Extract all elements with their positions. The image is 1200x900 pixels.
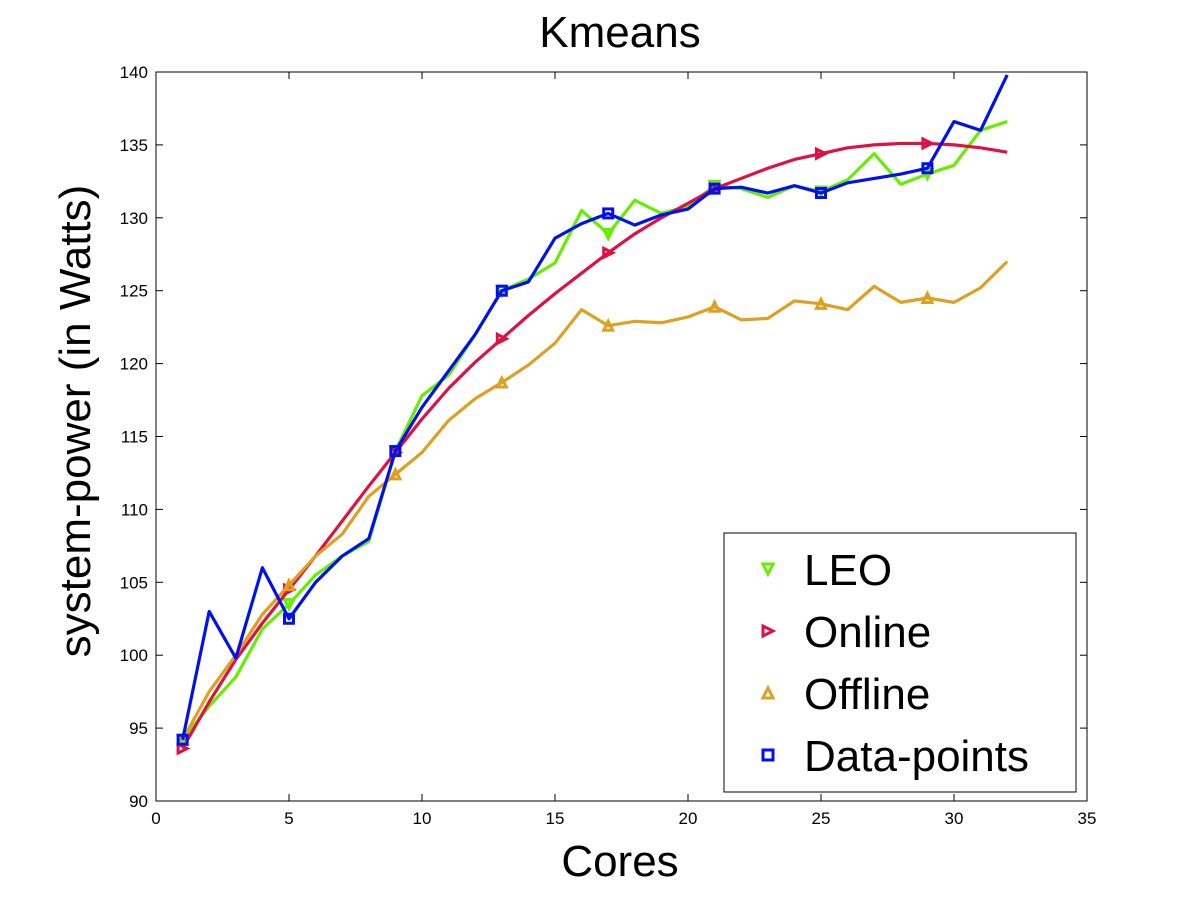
data-point-marker bbox=[495, 331, 510, 346]
y-tick-label: 105 bbox=[120, 573, 148, 592]
data-point-marker bbox=[707, 298, 722, 313]
x-tick-label: 20 bbox=[679, 809, 698, 828]
y-axis-label: system-power (in Watts) bbox=[51, 185, 100, 658]
data-point-marker bbox=[921, 136, 936, 151]
y-tick-label: 110 bbox=[121, 500, 148, 519]
data-point-marker bbox=[601, 227, 616, 242]
legend-label: Online bbox=[804, 608, 931, 657]
x-tick-label: 10 bbox=[413, 809, 432, 828]
legend-item: Offline bbox=[760, 670, 930, 719]
data-point-marker bbox=[920, 290, 935, 304]
data-point-marker bbox=[708, 182, 721, 195]
legend-item: LEO bbox=[760, 546, 892, 595]
data-point-marker bbox=[389, 445, 402, 458]
y-tick-label: 140 bbox=[120, 63, 148, 82]
series-line bbox=[181, 74, 1009, 741]
series-data-points bbox=[176, 74, 1009, 746]
y-tick-label: 125 bbox=[120, 282, 148, 301]
data-point-marker bbox=[282, 577, 296, 592]
legend-label: Offline bbox=[804, 670, 930, 719]
data-point-marker bbox=[815, 187, 827, 200]
data-point-marker bbox=[283, 612, 295, 625]
y-tick-label: 95 bbox=[129, 719, 148, 738]
data-point-marker bbox=[388, 466, 403, 481]
data-point-marker bbox=[176, 741, 191, 756]
x-tick-label: 0 bbox=[151, 809, 160, 828]
legend-label: LEO bbox=[804, 546, 892, 595]
x-tick-label: 15 bbox=[546, 809, 565, 828]
legend-box bbox=[723, 532, 1077, 793]
data-point-marker bbox=[602, 207, 615, 220]
data-point-marker bbox=[921, 162, 934, 175]
axes: 0 5 10 15 20 25 30 35 90 95 100 105 110 115 120 125 130 1… bbox=[120, 63, 1097, 828]
y-tick-label: 90 bbox=[129, 792, 148, 811]
data-point-marker bbox=[761, 623, 777, 639]
data-point-marker bbox=[176, 733, 189, 746]
legend-item: Data-points bbox=[761, 732, 1029, 781]
series-line bbox=[181, 141, 1008, 750]
data-point-marker bbox=[601, 317, 616, 332]
x-tick-label: 35 bbox=[1078, 809, 1097, 828]
series-line bbox=[181, 260, 1009, 741]
data-point-marker bbox=[495, 284, 508, 297]
x-tick-label: 30 bbox=[945, 809, 964, 828]
x-axis-label: Cores bbox=[561, 837, 678, 886]
y-tick-label: 120 bbox=[120, 355, 148, 374]
x-tick-label: 25 bbox=[812, 809, 831, 828]
legend-label: Data-points bbox=[804, 732, 1029, 781]
data-point-marker bbox=[760, 684, 776, 700]
data-point-marker bbox=[761, 748, 775, 762]
chart-title: Kmeans bbox=[539, 8, 700, 57]
series-line bbox=[181, 120, 1008, 741]
data-point-marker bbox=[815, 146, 829, 161]
y-tick-label: 100 bbox=[120, 646, 148, 665]
data-point-marker bbox=[282, 598, 296, 613]
data-point-marker bbox=[760, 562, 776, 578]
legend: LEO Online Offline Data-points bbox=[723, 532, 1077, 793]
x-tick-label: 5 bbox=[284, 809, 293, 828]
data-point-marker bbox=[814, 295, 828, 310]
data-point-marker bbox=[494, 374, 509, 389]
y-tick-label: 130 bbox=[120, 209, 148, 228]
y-tick-label: 115 bbox=[121, 428, 148, 447]
y-tick-label: 135 bbox=[120, 136, 148, 155]
legend-item: Online bbox=[761, 608, 931, 657]
series-group bbox=[175, 74, 1009, 756]
data-point-marker bbox=[602, 245, 617, 260]
